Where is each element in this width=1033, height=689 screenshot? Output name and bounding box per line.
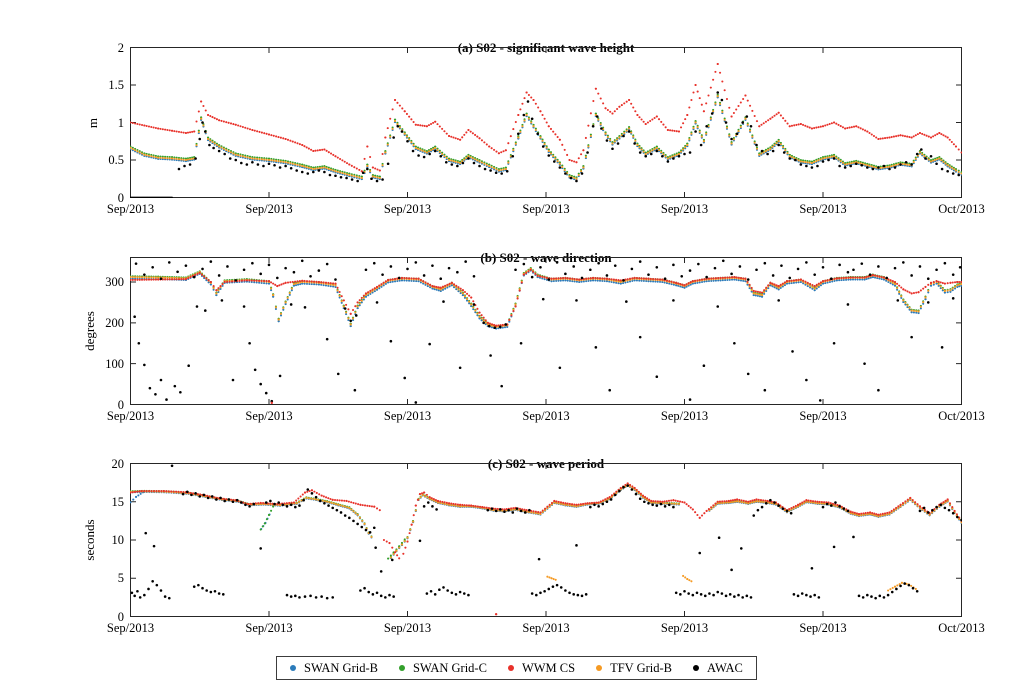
y-tick-label: 15 [111, 494, 125, 509]
y-tick-label: 0 [117, 190, 124, 205]
legend: SWAN Grid-B SWAN Grid-C WWM CS TFV Grid-B AW… [276, 656, 757, 680]
x-tick-label: Sep/2013 [660, 409, 709, 423]
x-tick-label: Sep/2013 [660, 202, 709, 216]
x-tick-label: Sep/2013 [799, 409, 847, 423]
x-tick-label: Sep/2013 [383, 202, 432, 216]
y-tick-label: 20 [111, 456, 125, 471]
x-tick-label: Sep/2013 [106, 409, 155, 423]
y-tick-label: 1 [117, 115, 124, 130]
panel-b-plot-area [130, 257, 962, 405]
legend-label: TFV Grid-B [610, 660, 672, 675]
x-tick-label: Sep/2013 [106, 621, 155, 635]
x-tick-label: Sep/2013 [245, 621, 293, 635]
y-tick-label: 0 [117, 397, 124, 412]
legend-item: SWAN Grid-B [290, 661, 378, 676]
x-tick-label: Sep/2013 [383, 409, 432, 423]
legend-marker-icon [693, 665, 699, 671]
x-tick-label: Sep/2013 [245, 202, 293, 216]
x-tick-label: Sep/2013 [660, 621, 709, 635]
y-tick-label: 100 [105, 356, 124, 371]
legend-label: AWAC [707, 660, 743, 675]
panel-c-plot-area [130, 463, 962, 617]
x-tick-label: Sep/2013 [383, 621, 432, 635]
x-tick-label: Sep/2013 [799, 202, 847, 216]
y-tick-label: 5 [117, 571, 124, 586]
legend-item: WWM CS [507, 660, 576, 676]
x-tick-label: Sep/2013 [522, 621, 570, 635]
x-tick-label: Sep/2013 [522, 202, 570, 216]
legend-label: SWAN Grid-B [304, 660, 378, 675]
x-tick-label: Sep/2013 [245, 409, 293, 423]
legend-label: WWM CS [521, 660, 576, 675]
legend-marker-icon [290, 665, 296, 671]
legend-marker-icon [596, 665, 603, 671]
y-tick-label: 200 [105, 315, 124, 330]
y-tick-label: 0.5 [108, 153, 124, 167]
legend-item: AWAC [693, 661, 743, 676]
legend-label: SWAN Grid-C [412, 660, 487, 675]
y-tick-label: 300 [105, 275, 124, 289]
x-tick-label: Sep/2013 [522, 409, 570, 423]
y-tick-label: 1.5 [108, 78, 124, 92]
x-tick-label: Sep/2013 [799, 621, 847, 635]
legend-item: SWAN Grid-C [398, 660, 487, 676]
legend-item: TFV Grid-B [596, 661, 672, 676]
x-tick-label: Oct/2013 [938, 202, 985, 216]
legend-marker-icon [398, 665, 405, 671]
y-tick-label: 10 [111, 533, 125, 547]
x-tick-label: Oct/2013 [938, 621, 985, 635]
x-tick-label: Sep/2013 [106, 202, 155, 216]
y-tick-label: 2 [117, 40, 124, 55]
legend-marker-icon [507, 665, 514, 671]
x-tick-label: Oct/2013 [938, 409, 985, 423]
y-tick-label: 0 [117, 609, 124, 624]
panel-a-plot-area [130, 47, 962, 198]
